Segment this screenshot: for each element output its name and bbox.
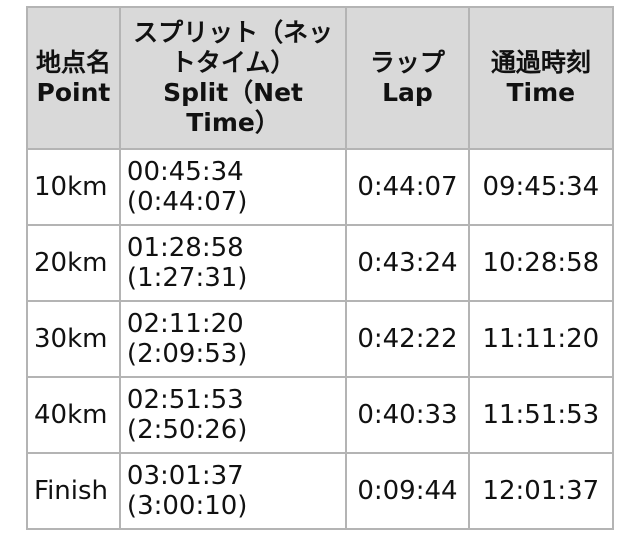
table-row: 10km 00:45:34 (0:44:07) 0:44:07 09:45:34: [26, 148, 615, 226]
header-point-ja: 地点名: [35, 48, 111, 77]
header-row: 地点名 Point スプリット（ネットタイム） Split（Net Time） …: [26, 6, 615, 150]
time-cell: 12:01:37: [467, 452, 615, 530]
split-times-table: 地点名 Point スプリット（ネットタイム） Split（Net Time） …: [26, 6, 615, 530]
header-lap-en: Lap: [382, 78, 433, 107]
split-cell: 02:11:20 (2:09:53): [118, 300, 348, 378]
header-lap-ja: ラップ: [369, 48, 445, 77]
header-time-en: Time: [506, 78, 576, 107]
point-cell: 20km: [26, 224, 121, 302]
point-cell: 40km: [26, 376, 121, 454]
time-cell: 11:11:20: [467, 300, 615, 378]
time-cell: 09:45:34: [467, 148, 615, 226]
split-time: 00:45:34: [126, 157, 244, 187]
net-time: (2:09:53): [126, 339, 248, 369]
split-time: 01:28:58: [126, 233, 244, 263]
header-time-ja: 通過時刻: [490, 48, 591, 77]
point-cell: Finish: [26, 452, 121, 530]
split-cell: 01:28:58 (1:27:31): [118, 224, 348, 302]
split-time: 02:51:53: [126, 385, 244, 415]
split-time: 02:11:20: [126, 309, 244, 339]
table-row: Finish 03:01:37 (3:00:10) 0:09:44 12:01:…: [26, 452, 615, 530]
lap-cell: 0:43:24: [345, 224, 470, 302]
split-cell: 03:01:37 (3:00:10): [118, 452, 348, 530]
lap-cell: 0:42:22: [345, 300, 470, 378]
net-time: (3:00:10): [126, 491, 248, 521]
header-split-ja: スプリット（ネットタイム）: [133, 18, 334, 77]
table-row: 40km 02:51:53 (2:50:26) 0:40:33 11:51:53: [26, 376, 615, 454]
table-row: 30km 02:11:20 (2:09:53) 0:42:22 11:11:20: [26, 300, 615, 378]
lap-cell: 0:44:07: [345, 148, 470, 226]
header-point-en: Point: [36, 78, 111, 107]
net-time: (0:44:07): [126, 187, 248, 217]
lap-cell: 0:40:33: [345, 376, 470, 454]
header-lap: ラップ Lap: [345, 6, 470, 150]
time-cell: 11:51:53: [467, 376, 615, 454]
point-cell: 30km: [26, 300, 121, 378]
point-cell: 10km: [26, 148, 121, 226]
split-cell: 02:51:53 (2:50:26): [118, 376, 348, 454]
header-time: 通過時刻 Time: [467, 6, 615, 150]
header-split-en: Split（Net Time）: [163, 78, 303, 137]
split-time: 03:01:37: [126, 461, 244, 491]
split-cell: 00:45:34 (0:44:07): [118, 148, 348, 226]
table-row: 20km 01:28:58 (1:27:31) 0:43:24 10:28:58: [26, 224, 615, 302]
net-time: (2:50:26): [126, 415, 248, 445]
lap-cell: 0:09:44: [345, 452, 470, 530]
header-point: 地点名 Point: [26, 6, 121, 150]
header-split: スプリット（ネットタイム） Split（Net Time）: [118, 6, 348, 150]
net-time: (1:27:31): [126, 263, 248, 293]
time-cell: 10:28:58: [467, 224, 615, 302]
